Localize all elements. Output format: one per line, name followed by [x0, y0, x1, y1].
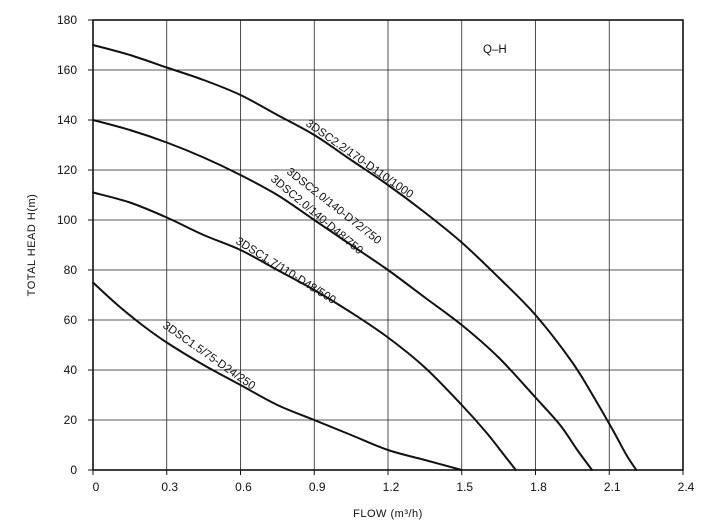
y-tick-label-4: 80	[64, 263, 78, 277]
curves	[92, 44, 638, 471]
y-axis-ticks: 0 20 40 60 80 100 120 140 160 180	[57, 13, 93, 477]
annotation-q-h: Q–H	[483, 44, 507, 56]
x-tick-label-6: 1.8	[530, 480, 547, 494]
x-tick-label-8: 2.4	[678, 480, 695, 494]
series-curve-0	[92, 281, 463, 471]
y-tick-label-5: 100	[57, 213, 77, 227]
y-tick-label-0: 0	[70, 463, 77, 477]
x-axis-ticks: 0 0.3 0.6 0.9 1.2 1.5 1.8 2.1 2.4	[92, 470, 695, 494]
grid	[93, 20, 683, 470]
x-axis-title: FLOW (m³/h)	[353, 508, 423, 520]
y-tick-label-7: 140	[57, 113, 77, 127]
y-tick-label-8: 160	[57, 63, 77, 77]
series-curve-1	[92, 191, 517, 471]
series-curve-2	[92, 119, 594, 471]
curve-label-3: 3DSC1.7/110-D48/500	[233, 235, 337, 306]
x-tick-label-2: 0.6	[235, 480, 252, 494]
y-tick-label-2: 40	[64, 363, 78, 377]
y-tick-label-6: 120	[57, 163, 77, 177]
x-tick-label-5: 1.5	[456, 480, 473, 494]
series-curve-3	[92, 44, 638, 471]
x-tick-label-3: 0.9	[309, 480, 326, 494]
x-tick-label-0: 0	[93, 480, 100, 494]
x-tick-label-4: 1.2	[383, 480, 400, 494]
y-axis-title: TOTAL HEAD H(m)	[26, 194, 38, 297]
x-tick-label-1: 0.3	[161, 480, 178, 494]
curve-labels: 3DSC2.2/170-D110/10003DSC2.0/140-D72/750…	[160, 118, 415, 393]
x-tick-label-7: 2.1	[604, 480, 621, 494]
curve-label-4: 3DSC1.5/75-D24/250	[160, 320, 257, 393]
y-tick-label-1: 20	[64, 413, 78, 427]
y-tick-label-3: 60	[64, 313, 78, 327]
y-tick-label-9: 180	[57, 13, 77, 27]
